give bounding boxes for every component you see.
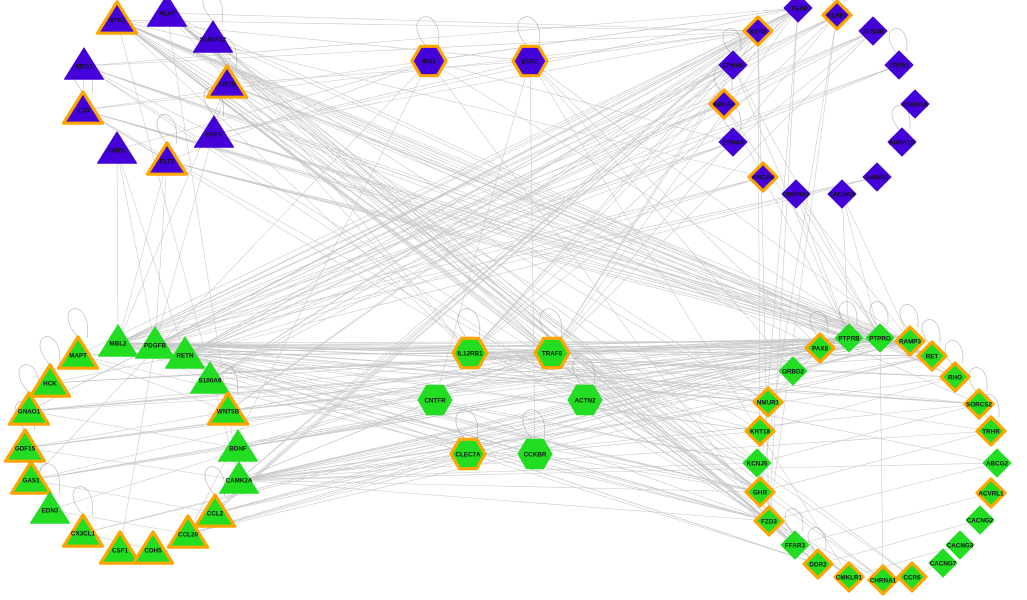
- svg-text:PTPRO: PTPRO: [869, 336, 891, 343]
- svg-text:IL1R2: IL1R2: [749, 29, 767, 36]
- svg-text:BDNF: BDNF: [229, 446, 247, 453]
- svg-text:ABCG2: ABCG2: [986, 461, 1009, 468]
- svg-text:CACNG3: CACNG3: [947, 543, 974, 550]
- svg-text:CX3CL1: CX3CL1: [71, 531, 96, 538]
- svg-text:FGF6: FGF6: [206, 132, 223, 139]
- svg-text:GHR: GHR: [753, 490, 767, 497]
- svg-text:PDGFB: PDGFB: [144, 343, 166, 350]
- svg-text:ANGA5: ANGA5: [752, 175, 775, 182]
- svg-text:CAMK2A: CAMK2A: [226, 478, 253, 485]
- svg-text:CCL20: CCL20: [178, 532, 198, 539]
- svg-text:RAMP3: RAMP3: [899, 339, 922, 346]
- svg-text:WNT5B: WNT5B: [217, 409, 240, 416]
- svg-text:RET: RET: [926, 354, 939, 361]
- svg-text:ARTN: ARTN: [218, 82, 236, 89]
- svg-text:CNTFR: CNTFR: [424, 398, 446, 405]
- svg-text:ORBD2: ORBD2: [782, 369, 805, 376]
- svg-text:CCL2: CCL2: [207, 511, 224, 518]
- svg-text:GDF15: GDF15: [15, 446, 36, 453]
- svg-text:MAPT: MAPT: [69, 353, 87, 360]
- svg-text:KLRF1: KLRF1: [827, 13, 848, 20]
- svg-text:TRHR: TRHR: [982, 429, 1000, 436]
- svg-text:KRT18: KRT18: [750, 429, 770, 436]
- svg-text:CHRNA1: CHRNA1: [870, 578, 897, 585]
- svg-text:ACVRL1: ACVRL1: [978, 491, 1004, 498]
- svg-text:SCN3B: SCN3B: [862, 29, 884, 36]
- svg-text:EDN3: EDN3: [42, 508, 59, 515]
- svg-text:FFAR3: FFAR3: [785, 543, 805, 550]
- svg-text:TRPV1: TRPV1: [889, 63, 910, 70]
- svg-text:CMKLR1: CMKLR1: [836, 575, 863, 582]
- svg-text:CSF1: CSF1: [112, 548, 129, 555]
- svg-text:PTPRB: PTPRB: [838, 336, 860, 343]
- svg-text:NTF3: NTF3: [109, 18, 125, 25]
- svg-text:IRS1: IRS1: [422, 59, 436, 66]
- svg-text:ADRA1A: ADRA1A: [902, 102, 929, 109]
- svg-text:ALAT: ALAT: [159, 11, 175, 18]
- svg-text:CDH5: CDH5: [144, 548, 162, 555]
- svg-text:KCNJ5: KCNJ5: [747, 461, 768, 468]
- svg-text:DDR2: DDR2: [809, 562, 827, 569]
- svg-text:NRG1: NRG1: [75, 64, 93, 71]
- svg-text:RETN: RETN: [176, 353, 194, 360]
- svg-text:EPHA5: EPHA5: [723, 63, 744, 70]
- svg-text:CCKBR: CCKBR: [524, 452, 547, 459]
- svg-text:EPHA3: EPHA3: [723, 140, 744, 147]
- svg-text:ADRA1B: ADRA1B: [889, 140, 916, 147]
- svg-text:EPHA4: EPHA4: [714, 102, 735, 109]
- svg-text:ACTN2: ACTN2: [575, 398, 596, 405]
- svg-text:S100A9: S100A9: [199, 378, 222, 385]
- svg-text:AMHR2: AMHR2: [866, 175, 889, 182]
- svg-text:CACNG2: CACNG2: [967, 518, 994, 525]
- svg-text:GNAO1: GNAO1: [18, 409, 41, 416]
- svg-text:SORCS2: SORCS2: [966, 402, 992, 409]
- svg-text:CACNG7: CACNG7: [930, 561, 957, 568]
- svg-text:S100A12: S100A12: [200, 37, 227, 44]
- svg-text:GNB5: GNB5: [108, 148, 126, 155]
- svg-text:FLT1: FLT1: [160, 159, 175, 166]
- svg-text:RHO: RHO: [948, 375, 962, 382]
- svg-text:TRAF6: TRAF6: [542, 351, 563, 358]
- svg-text:IL33: IL33: [77, 108, 90, 115]
- svg-text:CACNG3: CACNG3: [829, 192, 856, 199]
- svg-text:ESR2: ESR2: [522, 59, 539, 66]
- svg-text:NMUR1: NMUR1: [757, 400, 780, 407]
- svg-text:CCR6: CCR6: [903, 575, 921, 582]
- svg-text:FZD3: FZD3: [761, 519, 777, 526]
- svg-text:PAX8: PAX8: [812, 346, 828, 353]
- svg-text:CHRNA3: CHRNA3: [783, 192, 810, 199]
- svg-text:MBL2: MBL2: [109, 341, 127, 348]
- svg-text:CLEC7A: CLEC7A: [455, 452, 481, 459]
- svg-text:ITGA8: ITGA8: [789, 6, 808, 13]
- svg-text:GAS1: GAS1: [22, 478, 40, 485]
- svg-text:HCK: HCK: [43, 381, 57, 388]
- svg-text:IL12RB1: IL12RB1: [457, 351, 483, 358]
